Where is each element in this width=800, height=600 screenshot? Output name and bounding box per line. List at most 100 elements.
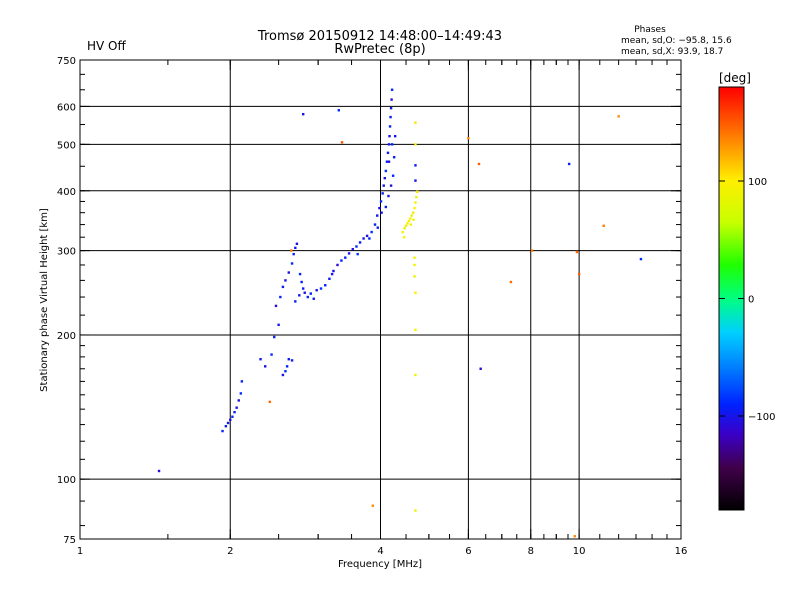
echo-point	[298, 294, 301, 297]
echo-point	[226, 421, 230, 425]
echo-point	[319, 287, 323, 290]
echo-point	[414, 328, 417, 332]
colorbar-tick-label: 100	[748, 177, 767, 188]
echo-point	[381, 192, 384, 195]
echo-point	[284, 279, 287, 282]
echo-point	[414, 201, 417, 204]
echo-point	[239, 392, 243, 395]
echo-point	[402, 235, 406, 239]
echo-point	[384, 205, 388, 209]
echo-point	[336, 263, 339, 267]
echo-point	[388, 134, 391, 138]
echo-point	[268, 400, 271, 404]
echo-point	[389, 115, 392, 119]
echo-point	[387, 194, 390, 198]
plot-area: 1 2 4 6 8 10 16 75 100 200 300 400 500 600 750	[57, 56, 687, 557]
echo-point	[344, 256, 347, 259]
echo-point	[373, 223, 377, 226]
echo-point	[340, 141, 344, 144]
echo-points	[157, 88, 643, 538]
echo-point	[290, 249, 293, 252]
echo-point	[371, 504, 374, 507]
echo-point	[285, 365, 289, 368]
echo-point	[295, 242, 299, 245]
echo-point	[270, 353, 273, 356]
y-tick-label: 300	[57, 247, 76, 258]
phases-o-stats: mean, sd,O: −95.8, 15.6	[621, 36, 732, 46]
echo-point	[294, 300, 297, 303]
echo-point	[370, 230, 373, 234]
echo-point	[389, 106, 393, 110]
echo-point	[358, 241, 362, 244]
echo-point	[403, 227, 406, 230]
x-tick-label: 6	[465, 546, 471, 557]
echo-point	[347, 252, 351, 255]
echo-point	[387, 143, 391, 146]
echo-point	[264, 365, 267, 368]
echo-point	[287, 358, 290, 361]
echo-point	[467, 136, 470, 140]
echo-point	[602, 224, 605, 228]
echo-point	[229, 418, 232, 422]
x-tick-label: 10	[573, 546, 586, 557]
echo-point	[573, 535, 576, 538]
echo-point	[387, 160, 391, 163]
echo-point	[332, 269, 335, 273]
colorbar-ticks: 100 0 −100	[719, 177, 775, 423]
echo-point	[259, 358, 262, 361]
echo-point	[382, 184, 385, 187]
echo-point	[477, 162, 481, 166]
y-axis-label: Stationary phase Virtual Height [km]	[39, 208, 50, 392]
echo-point	[401, 230, 404, 234]
echo-point	[287, 271, 290, 274]
echo-point	[390, 98, 393, 101]
echo-point	[237, 399, 240, 402]
echo-point	[414, 121, 417, 124]
echo-point	[312, 297, 315, 300]
echo-point	[157, 469, 161, 473]
colorbar-tick-label: −100	[748, 412, 775, 423]
echo-point	[301, 287, 305, 290]
echo-point	[292, 252, 295, 256]
chart-title-line2: RwPretec (8p)	[334, 42, 425, 57]
echo-point	[365, 234, 369, 238]
phases-x-stats: mean, sd,X: 93.9, 18.7	[621, 47, 723, 57]
echo-point	[362, 237, 365, 240]
x-tick-label: 4	[377, 546, 383, 557]
echo-point	[383, 176, 386, 180]
echo-point	[393, 134, 397, 138]
echo-point	[306, 295, 309, 299]
echo-point	[380, 211, 383, 214]
echo-point	[390, 88, 394, 91]
echo-point	[413, 256, 416, 259]
echo-point	[240, 380, 244, 383]
x-axis-ticks: 1 2 4 6 8 10 16	[77, 60, 687, 557]
y-tick-label: 200	[57, 331, 76, 342]
echo-point	[414, 509, 417, 512]
echo-point	[409, 217, 412, 220]
echo-point	[337, 109, 341, 112]
x-tick-label: 1	[77, 546, 83, 557]
echo-point	[639, 257, 643, 261]
echo-point	[414, 291, 417, 294]
y-axis-ticks: 75 100 200 300 400 500 600 750	[57, 56, 681, 546]
echo-point	[406, 222, 409, 225]
echo-point	[279, 295, 282, 299]
echo-point	[389, 184, 393, 187]
echo-point	[415, 195, 418, 199]
echo-point	[281, 373, 285, 377]
colorbar-label: [deg]	[719, 71, 751, 85]
grid-lines	[80, 60, 681, 539]
echo-point	[290, 262, 294, 265]
echo-point	[231, 415, 234, 418]
echo-point	[414, 179, 417, 182]
colorbar-tick-label: 0	[748, 295, 754, 306]
echo-point	[303, 291, 306, 294]
echo-point	[567, 162, 571, 166]
echo-point	[378, 206, 381, 210]
echo-point	[330, 272, 334, 276]
echo-point	[221, 429, 224, 433]
echo-point	[379, 200, 383, 203]
echo-point	[413, 206, 416, 210]
echo-point	[368, 237, 371, 240]
